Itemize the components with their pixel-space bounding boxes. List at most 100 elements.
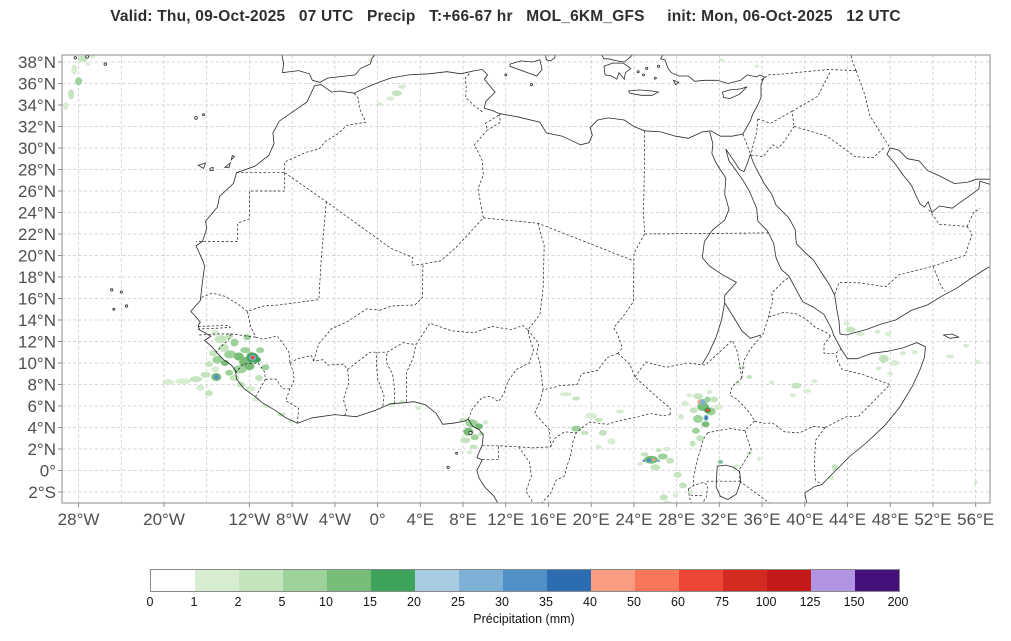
precip-cell (686, 393, 693, 398)
lon-tick-label: 36°E (744, 510, 781, 529)
precip-cell (240, 347, 251, 354)
colorbar-segment (547, 570, 591, 591)
grid-lines (62, 55, 990, 503)
colorbar-tick-label: 125 (799, 595, 821, 609)
precip-cell (845, 326, 856, 333)
lon-tick-label: 12°E (487, 510, 524, 529)
lat-tick-label: 18°N (18, 268, 56, 287)
colorbar-tick-label: 30 (495, 595, 509, 609)
precip-cell (465, 419, 478, 428)
precip-cell (673, 471, 682, 478)
colorbar-segment (239, 570, 283, 591)
precip-cell (663, 500, 671, 503)
precip-cell (811, 379, 818, 384)
colorbar-segment (459, 570, 503, 591)
precip-cell (244, 362, 255, 371)
precip-cell (657, 453, 668, 460)
precip-cell (705, 408, 710, 413)
precip-cell (229, 375, 240, 381)
lat-tick-label: 6°N (27, 397, 56, 416)
precip-cell (200, 371, 211, 378)
precip-cell (963, 343, 970, 348)
precip-cell (571, 425, 582, 432)
precip-cell (204, 361, 213, 368)
map-frame (61, 54, 991, 504)
precip-cell (71, 64, 78, 75)
precip-cell (700, 399, 706, 405)
colorbar-tick-label: 100 (755, 595, 777, 609)
precip-cell (243, 334, 252, 341)
colorbar-tick-label: 2 (234, 595, 242, 609)
precip-cell (885, 332, 892, 336)
precip-cell (220, 360, 229, 366)
precip-cell (63, 102, 69, 111)
precip-cell (710, 396, 718, 403)
lat-tick-label: 2°S (28, 483, 56, 502)
precip-cell (655, 448, 662, 453)
lat-tick-label: 2°N (27, 440, 56, 459)
colorbar-tick-label: 75 (715, 595, 729, 609)
precip-cell (657, 459, 660, 463)
colorbar-tick-label: 35 (539, 595, 553, 609)
lon-tick-label: 28°W (58, 510, 100, 529)
precip-cell (585, 412, 598, 419)
colorbar-tick-label: 0 (146, 595, 154, 609)
precip-cell (87, 55, 96, 59)
precip-cell (689, 407, 698, 414)
colorbar-label: Précipitation (mm) (473, 612, 575, 626)
precip-cell (75, 77, 83, 86)
precip-cell (802, 388, 811, 393)
lon-tick-label: 4°E (407, 510, 435, 529)
lat-tick-label: 28°N (18, 160, 56, 179)
precip-cell (737, 365, 746, 370)
precip-cell (86, 62, 91, 67)
precip-cell (204, 390, 213, 397)
precip-cell (415, 406, 422, 411)
colorbar-tick-label: 5 (278, 595, 286, 609)
lat-tick-label: 36°N (18, 74, 56, 93)
precip-cell (705, 416, 708, 420)
colorbar-segment (679, 570, 723, 591)
colorbar-segment (151, 570, 195, 591)
precip-cell (650, 464, 661, 471)
lon-tick-label: 12°W (229, 510, 271, 529)
precip-cell (718, 58, 725, 62)
precip-cell (218, 343, 229, 352)
precip-cell (559, 392, 572, 397)
precip-cell (261, 364, 270, 371)
colorbar-segment (811, 570, 855, 591)
colorbar-segment (415, 570, 459, 591)
lat-tick-label: 0° (40, 461, 56, 480)
lon-tick-label: 40°E (786, 510, 823, 529)
precip-cell (607, 438, 616, 445)
precip-cell (946, 354, 954, 359)
lon-tick-label: 24°E (615, 510, 652, 529)
precip-cell (790, 393, 796, 398)
precip-cell (672, 493, 679, 498)
precip-cell (460, 437, 471, 444)
lat-tick-label: 34°N (18, 96, 56, 115)
lat-tick-label: 22°N (18, 225, 56, 244)
precip-cell (704, 396, 711, 403)
country-borders (196, 55, 981, 503)
precip-cell (386, 96, 395, 101)
precip-cell (791, 382, 802, 389)
precip-cell (211, 329, 220, 336)
precip-cell (973, 480, 978, 485)
precip-cell (470, 434, 479, 441)
precip-cell (701, 421, 710, 428)
colorbar-segment (327, 570, 371, 591)
precip-cell (640, 452, 649, 457)
precip-cell (391, 90, 402, 97)
precip-cell (890, 360, 899, 366)
colorbar (150, 569, 900, 592)
precip-cell (900, 351, 906, 356)
precip-cell (691, 427, 700, 434)
colorbar-segment (591, 570, 635, 591)
precip-cell (595, 444, 602, 449)
precip-cell (911, 350, 918, 355)
colorbar-tick-label: 10 (319, 595, 333, 609)
colorbar-tick-label: 20 (407, 595, 421, 609)
precip-cell (734, 381, 741, 386)
